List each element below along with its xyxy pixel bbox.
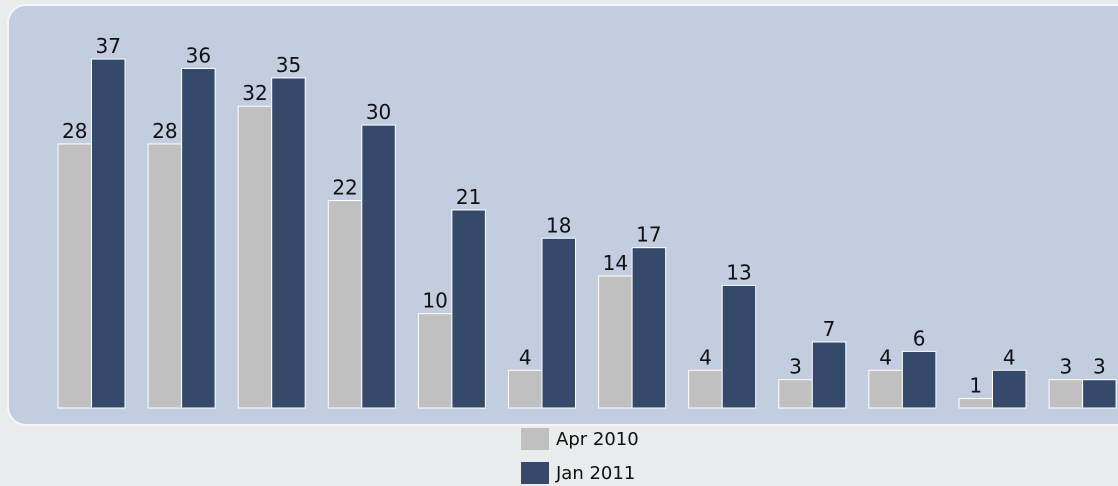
data-label: 4 [519,345,532,369]
legend-label: Jan 2011 [555,463,635,484]
data-label: 36 [186,44,211,68]
bar [811,341,847,409]
data-label: 3 [1059,355,1072,379]
data-label: 10 [422,289,447,313]
bar [1048,379,1084,409]
bar [541,237,576,409]
legend-swatch [521,428,549,450]
bar [721,284,757,409]
bar [901,350,937,409]
data-label: 13 [726,260,751,284]
bar [147,143,183,409]
bar [992,369,1027,409]
data-label: 1 [969,374,982,398]
legend-label: Apr 2010 [556,429,639,450]
data-label: 14 [603,251,628,275]
bar [1082,379,1117,409]
bar [91,58,126,409]
data-label: 28 [152,119,177,143]
bar [688,369,723,409]
data-label: 4 [1003,345,1016,369]
data-label: 7 [823,317,836,341]
bar [271,77,306,409]
data-label: 21 [456,185,481,209]
bar [57,143,92,409]
data-label: 37 [96,34,121,58]
data-label: 28 [62,119,87,143]
data-label: 6 [913,326,926,350]
data-label: 30 [366,100,391,124]
bar [778,379,813,409]
data-label: 32 [242,81,267,105]
bar [451,209,486,409]
bar [361,124,396,409]
bar [508,369,543,409]
bar [417,313,453,409]
bar [237,105,273,409]
bar [631,247,667,409]
data-label: 3 [1093,355,1106,379]
data-label: 35 [276,53,301,77]
data-label: 3 [789,355,802,379]
data-label: 4 [879,345,892,369]
bar [598,275,633,409]
bar [958,398,993,409]
bar [181,68,216,409]
legend-swatch [521,462,549,484]
data-label: 18 [546,213,571,237]
data-label: 4 [699,345,712,369]
data-label: 22 [332,176,357,200]
bar [327,200,363,409]
bar [868,369,903,409]
data-label: 17 [636,223,661,247]
